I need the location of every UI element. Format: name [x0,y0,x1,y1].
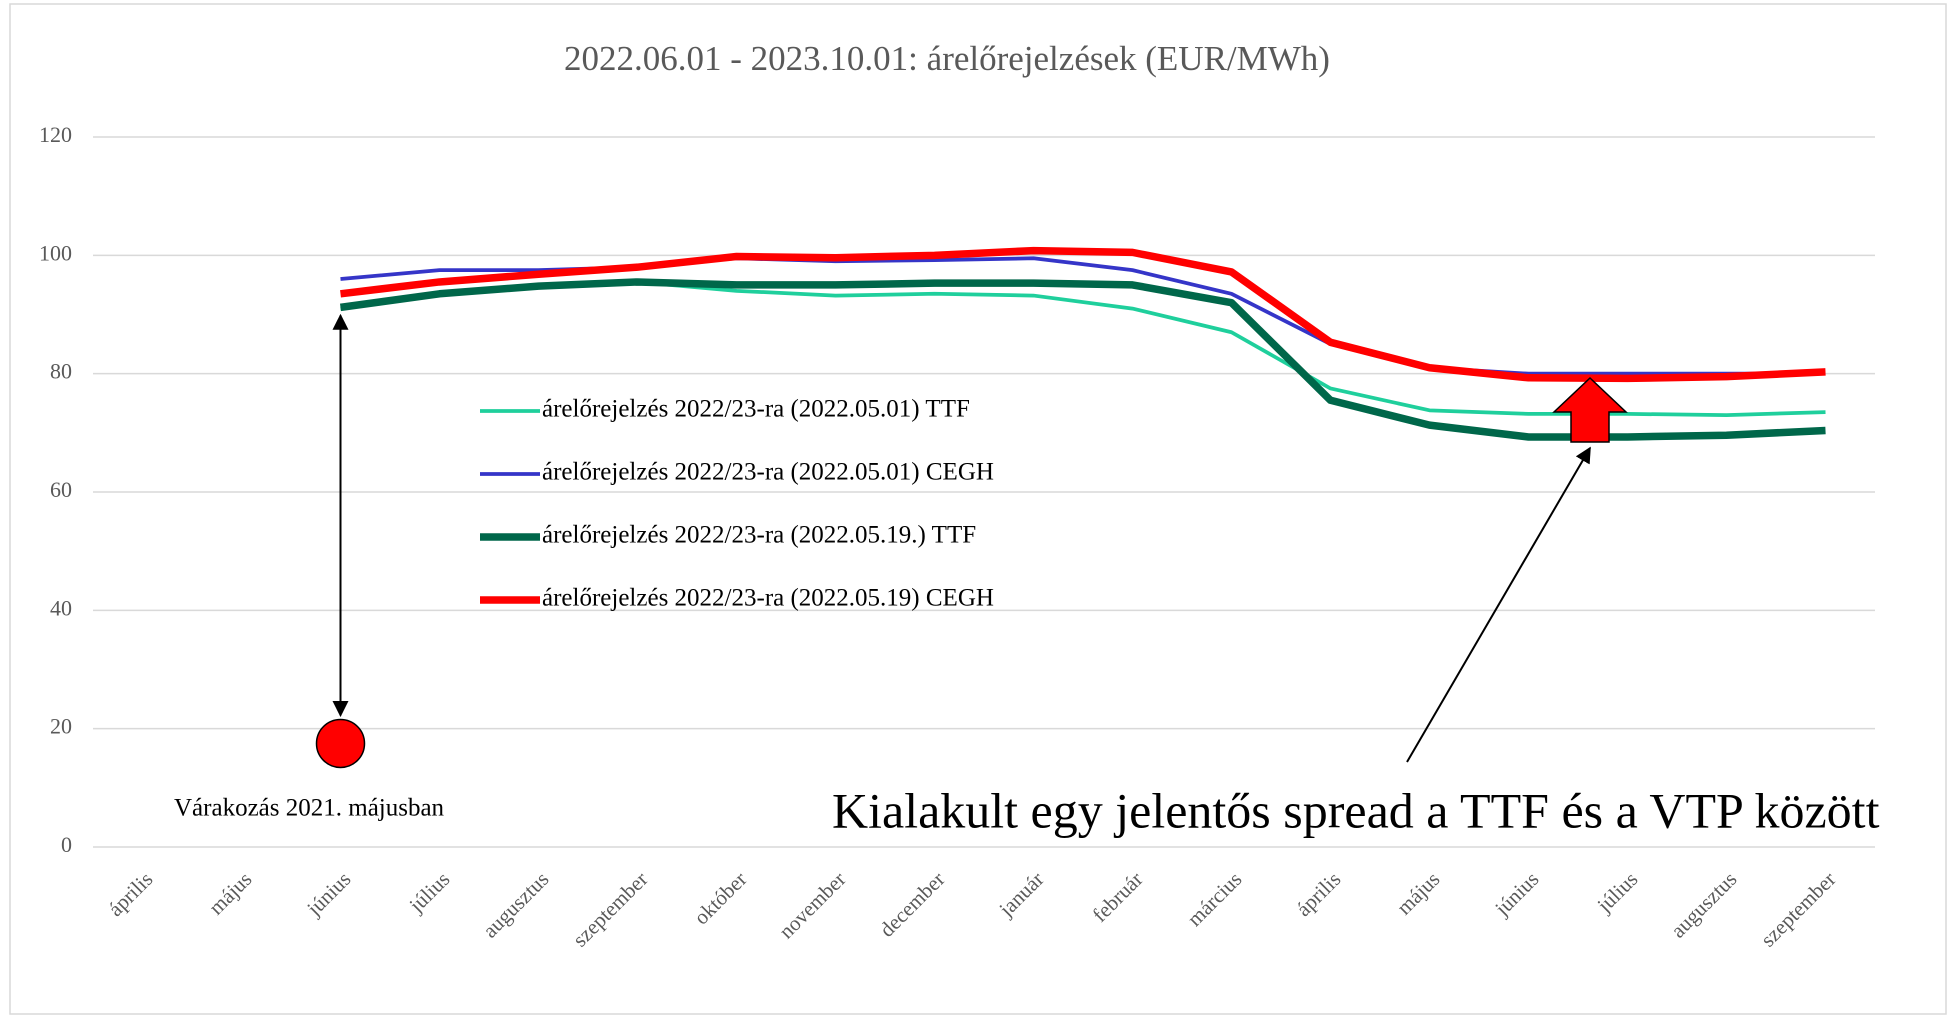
y-tick-label: 60 [50,477,72,502]
chart-title: 2022.06.01 - 2023.10.01: árelőrejelzések… [564,39,1330,78]
legend-label: árelőrejelzés 2022/23-ra (2022.05.01) TT… [542,396,970,423]
legend-label: árelőrejelzés 2022/23-ra (2022.05.01) CE… [542,459,994,486]
y-tick-label: 0 [61,832,72,857]
annotation: Kialakult egy jelentős spread a TTF és a… [832,782,1880,838]
y-tick-label: 100 [39,240,72,265]
y-tick-label: 40 [50,595,72,620]
series-line [340,246,1826,383]
spread-arrow [1552,376,1628,443]
legend-label: árelőrejelzés 2022/23-ra (2022.05.19) CE… [542,585,994,612]
y-tick-label: 80 [50,359,72,384]
y-tick-label: 120 [39,122,72,147]
expectation-label: Várakozás 2021. májusban [174,795,445,822]
chart-frame [9,3,1947,1015]
y-tick-label: 20 [50,714,72,739]
legend-label: árelőrejelzés 2022/23-ra (2022.05.19.) T… [542,522,976,549]
annotation-arrow [1406,446,1591,763]
expectation-point [315,718,366,769]
